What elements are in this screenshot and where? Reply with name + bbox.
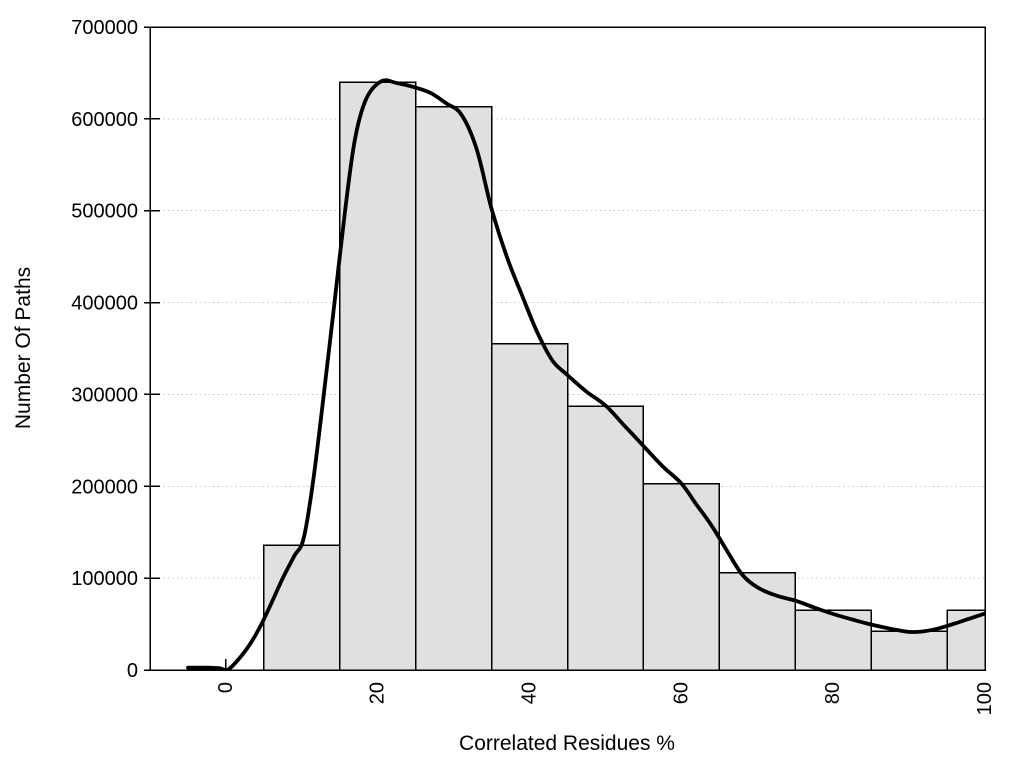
bar-25-35 [414, 106, 493, 671]
smoothed-line [186, 78, 985, 670]
bar-45-55 [566, 405, 645, 671]
x-tick-label-40: 40 [519, 682, 541, 704]
histogram-bars [263, 81, 986, 671]
y-tick-label-0: 0 [127, 660, 138, 682]
y-tick-label-700000: 700000 [71, 17, 138, 39]
bar-85-95 [870, 630, 948, 671]
bar-5-15 [263, 544, 341, 671]
x-tick-label-80: 80 [822, 682, 844, 704]
y-tick-label-500000: 500000 [71, 201, 138, 223]
x-tick-label-0: 0 [215, 682, 237, 693]
density-curve [186, 78, 985, 670]
x-tick-label-100: 100 [974, 682, 996, 715]
plot-border [149, 26, 986, 671]
bar-35-45 [490, 343, 569, 671]
x-tick-label-20: 20 [367, 682, 389, 704]
y-tick-label-300000: 300000 [71, 384, 138, 406]
x-tick-label-60: 60 [670, 682, 692, 704]
bar-55-65 [642, 482, 721, 671]
bar-75-85 [794, 609, 872, 671]
y-tick-label-600000: 600000 [71, 109, 138, 131]
tick-labels: 0 100000 200000 300000 400000 500000 600000 700… [71, 17, 996, 715]
y-tick-marks [144, 26, 160, 671]
y-tick-label-200000: 200000 [71, 476, 138, 498]
x-axis-title: Correlated Residues % [459, 732, 675, 755]
y-axis-title: Number Of Paths [12, 267, 35, 429]
y-tick-label-400000: 400000 [71, 293, 138, 315]
y-tick-label-100000: 100000 [71, 568, 138, 590]
